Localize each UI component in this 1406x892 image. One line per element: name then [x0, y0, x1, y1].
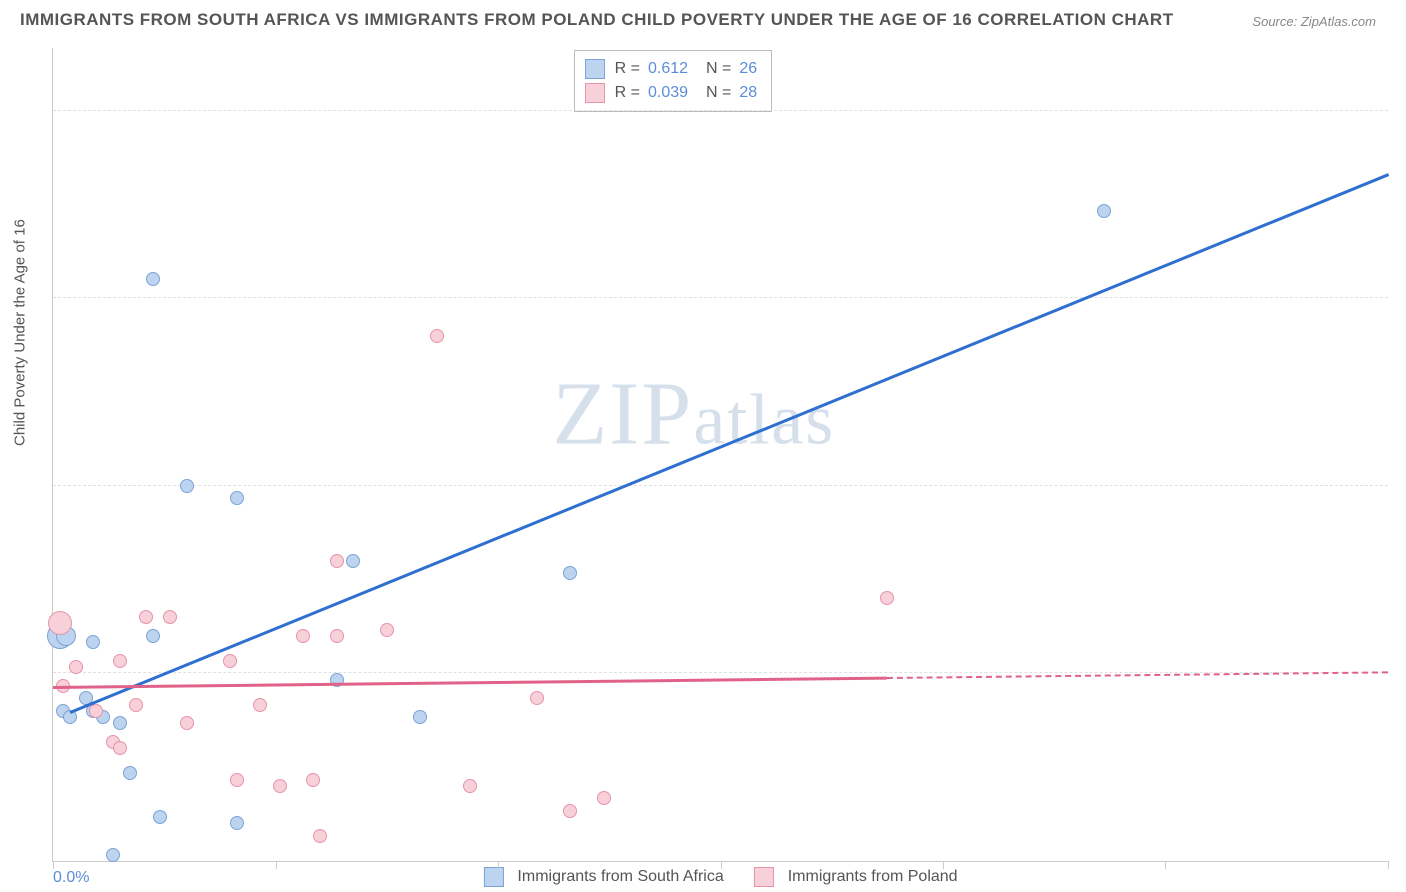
x-tick [721, 861, 722, 869]
data-point-south_africa [180, 479, 194, 493]
data-point-poland [330, 554, 344, 568]
swatch-south-africa [585, 59, 605, 79]
r-value-south-africa: 0.612 [648, 57, 688, 81]
data-point-poland [139, 610, 153, 624]
data-point-poland [129, 698, 143, 712]
data-point-south_africa [106, 848, 120, 862]
gridline [53, 110, 1388, 111]
n-label: N = [706, 57, 731, 81]
n-label: N = [706, 81, 731, 105]
data-point-poland [313, 829, 327, 843]
x-tick [1165, 861, 1166, 869]
data-point-poland [163, 610, 177, 624]
data-point-poland [89, 704, 103, 718]
x-tick [498, 861, 499, 869]
data-point-poland [113, 654, 127, 668]
stats-legend: R = 0.612 N = 26 R = 0.039 N = 28 [574, 50, 773, 112]
n-value-south-africa: 26 [739, 57, 757, 81]
data-point-poland [296, 629, 310, 643]
legend-label-south-africa: Immigrants from South Africa [517, 868, 723, 886]
data-point-poland [530, 691, 544, 705]
data-point-south_africa [413, 710, 427, 724]
gridline [53, 297, 1388, 298]
n-value-poland: 28 [739, 81, 757, 105]
data-point-south_africa [146, 272, 160, 286]
data-point-poland [306, 773, 320, 787]
data-point-poland [380, 623, 394, 637]
data-point-south_africa [123, 766, 137, 780]
y-tick-label: 45.0% [1398, 289, 1406, 307]
data-point-poland [253, 698, 267, 712]
data-point-south_africa [346, 554, 360, 568]
x-tick [276, 861, 277, 869]
swatch-poland [754, 867, 774, 887]
source-attribution: Source: ZipAtlas.com [1252, 14, 1376, 29]
r-value-poland: 0.039 [648, 81, 688, 105]
chart-title: IMMIGRANTS FROM SOUTH AFRICA VS IMMIGRAN… [20, 10, 1174, 30]
watermark: ZIPatlas [552, 362, 835, 465]
trend-line [69, 173, 1388, 713]
data-point-poland [330, 629, 344, 643]
data-point-poland [180, 716, 194, 730]
legend-label-poland: Immigrants from Poland [788, 868, 958, 886]
data-point-poland [223, 654, 237, 668]
y-tick-label: 15.0% [1398, 664, 1406, 682]
series-legend: Immigrants from South Africa Immigrants … [483, 867, 957, 887]
data-point-south_africa [146, 629, 160, 643]
data-point-poland [563, 804, 577, 818]
data-point-south_africa [86, 635, 100, 649]
gridline [53, 485, 1388, 486]
data-point-south_africa [230, 816, 244, 830]
data-point-poland [69, 660, 83, 674]
stats-row-poland: R = 0.039 N = 28 [585, 81, 758, 105]
data-point-poland [463, 779, 477, 793]
data-point-south_africa [153, 810, 167, 824]
r-label: R = [615, 57, 640, 81]
y-tick-label: 60.0% [1398, 102, 1406, 120]
source-label: Source: [1252, 14, 1297, 29]
y-tick-label: 30.0% [1398, 477, 1406, 495]
stats-row-south-africa: R = 0.612 N = 26 [585, 57, 758, 81]
data-point-south_africa [1097, 204, 1111, 218]
data-point-poland [430, 329, 444, 343]
data-point-poland [880, 591, 894, 605]
data-point-poland [273, 779, 287, 793]
legend-item-poland: Immigrants from Poland [754, 867, 958, 887]
data-point-south_africa [563, 566, 577, 580]
x-tick [943, 861, 944, 869]
x-tick-label: 0.0% [53, 869, 89, 887]
data-point-poland [113, 741, 127, 755]
swatch-poland [585, 83, 605, 103]
data-point-south_africa [113, 716, 127, 730]
source-value: ZipAtlas.com [1301, 14, 1376, 29]
data-point-poland [48, 611, 72, 635]
r-label: R = [615, 81, 640, 105]
trend-line [53, 677, 887, 689]
x-tick [53, 861, 54, 869]
y-axis-label: Child Poverty Under the Age of 16 [12, 219, 29, 446]
legend-item-south-africa: Immigrants from South Africa [483, 867, 723, 887]
swatch-south-africa [483, 867, 503, 887]
data-point-south_africa [230, 491, 244, 505]
plot-region: ZIPatlas R = 0.612 N = 26 R = 0.039 N = … [53, 48, 1388, 861]
x-tick [1388, 861, 1389, 869]
chart-area: ZIPatlas R = 0.612 N = 26 R = 0.039 N = … [52, 48, 1388, 862]
data-point-poland [597, 791, 611, 805]
data-point-poland [230, 773, 244, 787]
